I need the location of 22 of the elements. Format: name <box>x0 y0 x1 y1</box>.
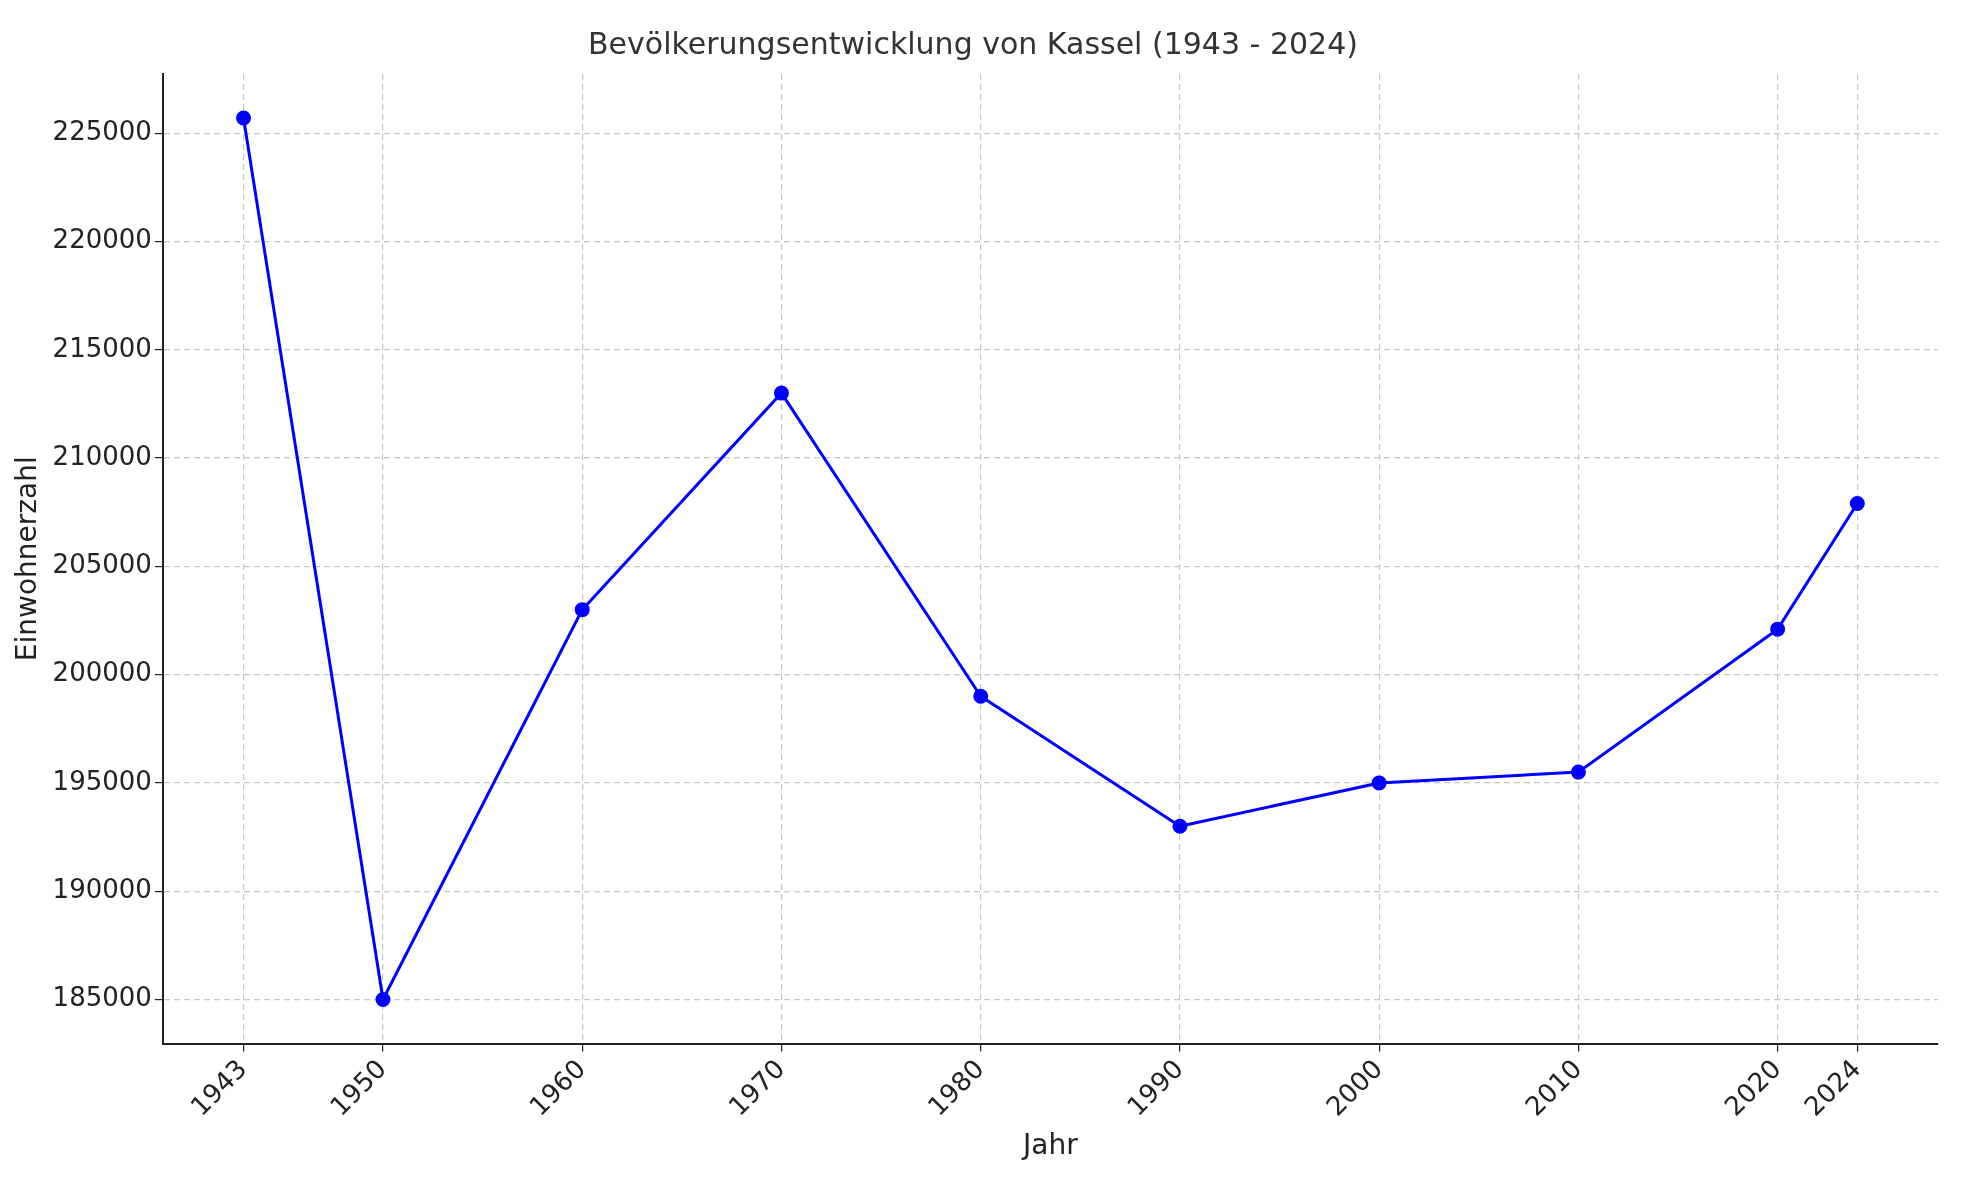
y-tick-label: 215000 <box>52 332 152 363</box>
y-tick-label: 200000 <box>52 657 152 688</box>
y-tick-label: 195000 <box>52 765 152 796</box>
point <box>236 110 252 126</box>
y-tick-label: 220000 <box>52 224 152 255</box>
point <box>1371 775 1387 791</box>
y-tick-label: 205000 <box>52 549 152 580</box>
x-axis-title: Jahr <box>1021 1128 1079 1162</box>
y-tick-label: 190000 <box>52 873 152 904</box>
point <box>973 688 989 704</box>
point <box>375 991 391 1007</box>
point <box>1172 818 1188 834</box>
point <box>574 602 590 618</box>
y-tick-label: 210000 <box>52 440 152 471</box>
y-tick-label: 185000 <box>52 982 152 1013</box>
y-tick-label: 225000 <box>52 115 152 146</box>
point <box>1770 621 1786 637</box>
chart-title: Bevölkerungsentwicklung von Kassel (1943 - 2024) <box>588 25 1358 61</box>
y-axis-title: Einwohnerzahl <box>10 456 44 662</box>
point <box>1570 764 1586 780</box>
point <box>1849 496 1865 512</box>
point <box>773 385 789 401</box>
